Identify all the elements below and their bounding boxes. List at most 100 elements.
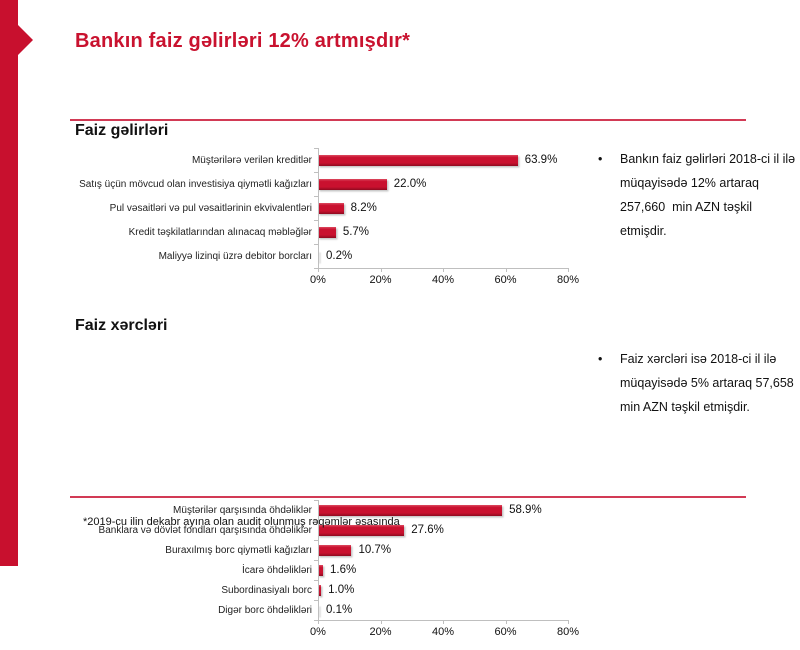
x-axis-tick-label: 80% (556, 626, 580, 638)
data-label: 22.0% (393, 178, 427, 190)
x-axis-tick-label: 60% (494, 626, 517, 638)
chart-row: Satış üçün mövcud olan investisiya qiymə… (75, 172, 600, 196)
category-axis-tick (314, 244, 318, 245)
category-label: Müştərilərə verilən kreditlər (75, 155, 318, 166)
bar (318, 504, 503, 516)
chart-row: Subordinasiyalı borc 1.0% (75, 580, 600, 600)
category-label: Digər borc öhdəlikləri (75, 605, 318, 616)
bar-area: 0.1% (318, 604, 600, 616)
chart-row: Müştərilər qarşısında öhdəliklər 58.9% (75, 500, 600, 520)
x-axis-tick (568, 620, 569, 624)
bar-area: 1.0% (318, 584, 600, 596)
x-axis-tick (380, 268, 382, 272)
x-axis-tick-label: 60% (494, 274, 517, 286)
value-axis-line (318, 500, 319, 620)
category-axis-tick (314, 540, 318, 541)
chart-row: Müştərilərə verilən kreditlər 63.9% (75, 148, 600, 172)
category-label: Pul vəsaitləri və pul vəsaitlərinin ekvi… (75, 203, 318, 214)
chart-row: Buraxılmış borc qiymətli kağızları 10.7% (75, 540, 600, 560)
x-axis-tick-label: 0% (310, 626, 326, 638)
data-label: 58.9% (509, 504, 542, 516)
data-label: 1.0% (328, 584, 355, 596)
bar-area: 5.7% (318, 226, 600, 238)
data-label: 27.6% (411, 524, 444, 536)
bar (318, 178, 387, 190)
category-label: İcarə öhdəlikləri (75, 565, 318, 576)
bar-area: 22.0% (318, 178, 600, 190)
x-axis-tick (380, 620, 382, 624)
x-axis-tick-label: 0% (310, 274, 326, 286)
category-axis-tick (314, 220, 318, 221)
x-axis-tick (568, 268, 569, 272)
page-title: Bankın faiz gəlirləri 12% artmışdır* (75, 30, 411, 52)
x-axis-tick (505, 620, 507, 624)
category-label-text: Müştərilərə verilən kreditlər (191, 154, 312, 166)
category-label-text: Subordinasiyalı borc (221, 584, 312, 596)
category-label: Maliyyə lizinqi üzrə debitor borcları (75, 251, 318, 262)
footnote: *2019-cu ilin dekabr ayına olan audit ol… (83, 516, 400, 528)
category-label-text: Müştərilər qarşısında öhdəliklər (173, 504, 312, 516)
category-label: Banklara və dövlət fondları qarşısında ö… (75, 525, 318, 536)
top-divider (70, 119, 746, 121)
data-label: 5.7% (342, 226, 370, 238)
bar-area: 8.2% (318, 202, 600, 214)
x-axis-tick-label: 80% (556, 274, 580, 286)
x-axis-tick-label: 20% (369, 626, 392, 638)
x-axis-tick-label: 40% (431, 626, 455, 638)
chart-row: Maliyyə lizinqi üzrə debitor borcları 0.2… (75, 244, 600, 268)
chart-faiz-gelirleri: Müştərilərə verilən kreditlər 63.9% Satış … (75, 148, 600, 298)
bar (318, 202, 344, 214)
data-label: 8.2% (350, 202, 377, 214)
data-label: 10.7% (358, 544, 392, 556)
data-label: 0.1% (326, 604, 353, 616)
category-axis-tick (314, 520, 318, 521)
bullet-icon: • (598, 152, 603, 166)
data-label: 0.2% (326, 250, 353, 262)
chart-row: Pul vəsaitləri və pul vəsaitlərinin ekvi… (75, 196, 600, 220)
note-text: Faiz xərcləri isə 2018-ci il ilə müqayis… (620, 352, 798, 414)
category-label-text: Banklara və dövlət fondları qarşısında ö… (98, 524, 312, 536)
bar-area: 0.2% (318, 250, 600, 262)
category-label: Subordinasiyalı borc (75, 585, 318, 596)
bar-area: 27.6% (318, 524, 600, 536)
x-axis-tick (318, 268, 319, 272)
chart1-heading: Faiz gəlirləri (75, 122, 169, 139)
bar (318, 154, 518, 166)
x-axis-tick (505, 268, 507, 272)
category-label: Buraxılmış borc qiymətli kağızları (75, 545, 318, 556)
value-axis-line (318, 148, 319, 268)
bar (318, 226, 336, 238)
accent-band (0, 0, 18, 566)
category-label: Kredit təşkilatlarından alınacaq məbləğl… (75, 227, 318, 238)
chart-row: Banklara və dövlət fondları qarşısında ö… (75, 520, 600, 540)
category-axis-tick (314, 172, 318, 173)
bullet-icon: • (598, 352, 603, 366)
category-axis-tick (314, 560, 318, 561)
x-axis-tick (443, 268, 444, 272)
category-label: Müştərilər qarşısında öhdəliklər (75, 505, 318, 516)
x-axis-tick (318, 620, 319, 624)
x-axis-tick-label: 20% (369, 274, 392, 286)
chart-row: Digər borc öhdəlikləri 0.1% (75, 600, 600, 620)
sidebar-arrow-icon (18, 25, 33, 55)
category-label-text: Kredit təşkilatlarından alınacaq məbləğl… (128, 226, 312, 238)
category-label-text: Digər borc öhdəlikləri (218, 604, 312, 616)
chart-row: Kredit təşkilatlarından alınacaq məbləğl… (75, 220, 600, 244)
bar-area: 10.7% (318, 544, 600, 556)
category-axis-tick (314, 580, 318, 581)
category-label-text: Pul vəsaitləri və pul vəsaitlərinin ekvi… (109, 202, 312, 214)
category-axis-tick (314, 620, 318, 621)
note-interest-expense: • Faiz xərcləri isə 2018-ci il ilə müqay… (598, 347, 796, 419)
chart-row: İcarə öhdəlikləri 1.6% (75, 560, 600, 580)
bar-area: 58.9% (318, 504, 600, 516)
x-axis-tick-label: 40% (431, 274, 455, 286)
category-axis-tick (314, 148, 318, 149)
bar (318, 544, 352, 556)
category-axis-tick (314, 268, 318, 269)
category-label-text: Satış üçün mövcud olan investisiya qiymə… (79, 178, 312, 190)
category-axis-tick (314, 196, 318, 197)
note-text: Bankın faiz gəlirləri 2018-ci il ilə müq… (620, 152, 799, 238)
category-label-text: Maliyyə lizinqi üzrə debitor borcları (158, 250, 312, 262)
category-label-text: İcarə öhdəlikləri (241, 564, 312, 576)
